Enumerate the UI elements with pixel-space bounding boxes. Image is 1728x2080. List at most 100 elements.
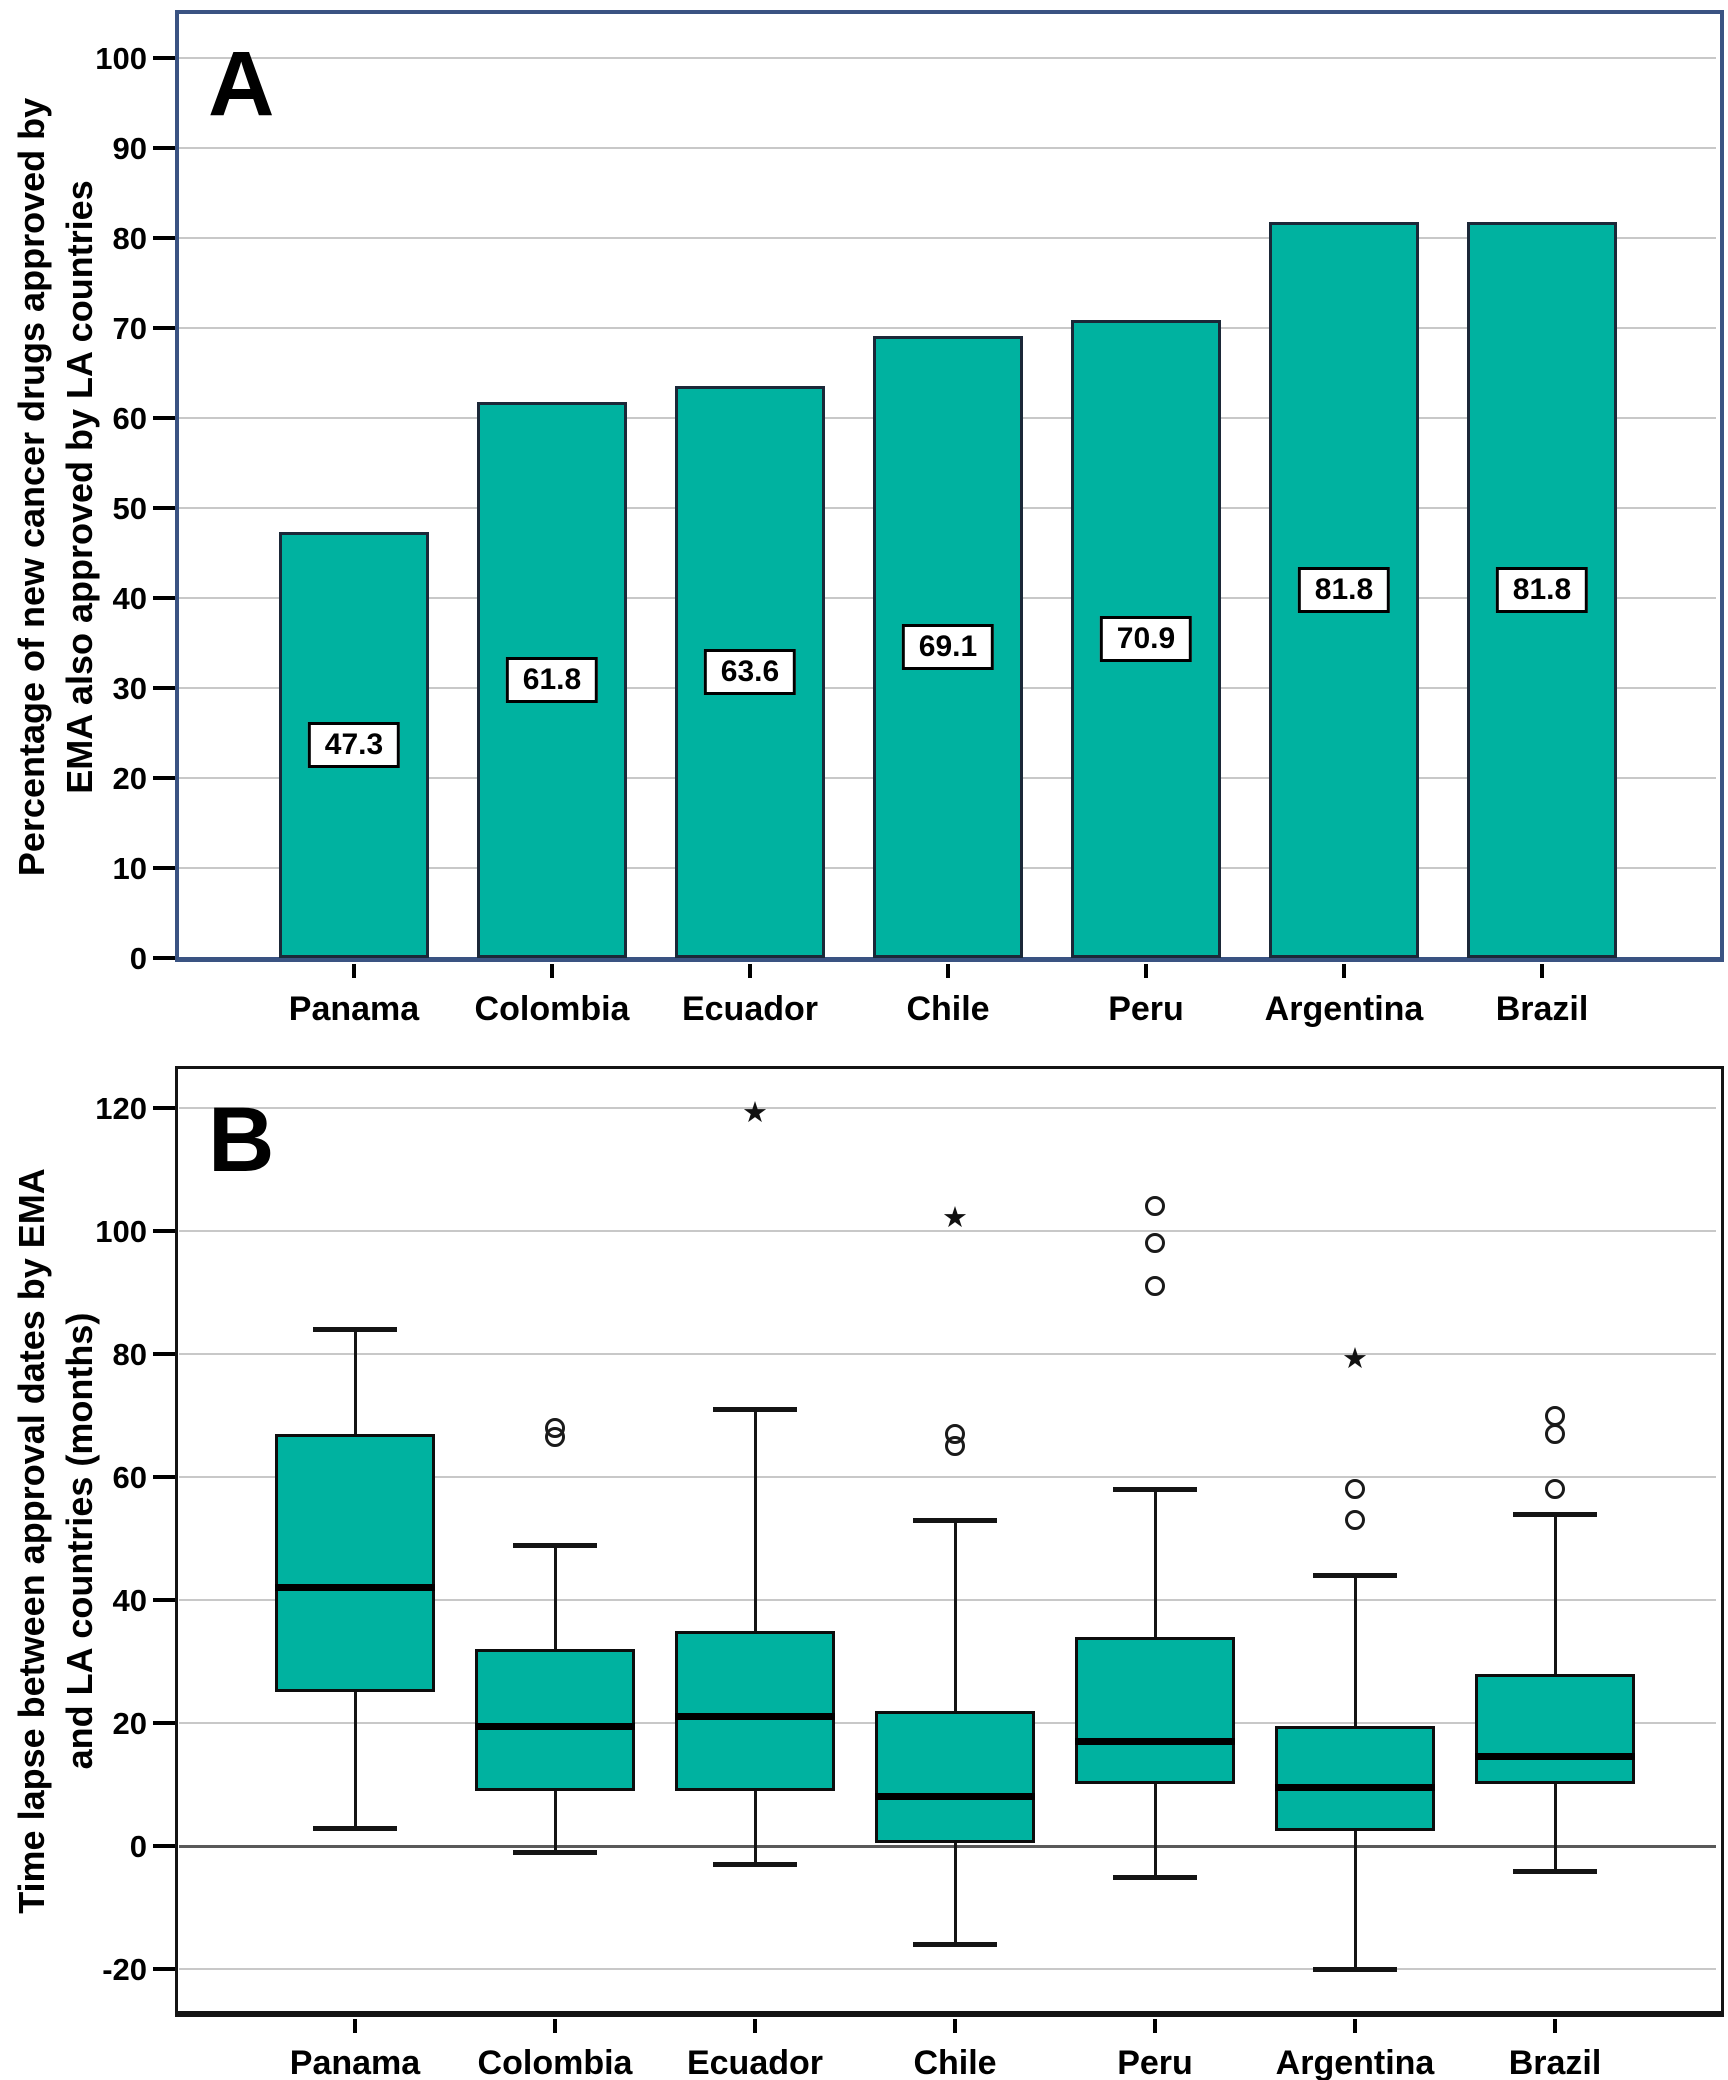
box	[675, 1630, 835, 1791]
box	[1075, 1636, 1235, 1785]
bar-value-label: 81.8	[1297, 566, 1391, 613]
y-axis-tick-label: 80	[112, 221, 147, 256]
x-category-label: Chile	[913, 2044, 997, 2080]
outlier-star-icon: ★	[1342, 1341, 1368, 1376]
outlier-circle	[1345, 1510, 1365, 1531]
y-axis-tick	[153, 1106, 175, 1110]
zero-reference-line	[179, 1845, 1716, 1848]
median-line	[475, 1722, 635, 1730]
y-axis-tick-label: 120	[95, 1091, 147, 1126]
whisker-cap-low	[713, 1862, 797, 1868]
x-category-label: Chile	[906, 990, 990, 1028]
median-line	[1475, 1753, 1635, 1761]
box	[875, 1710, 1035, 1843]
x-category-label: Panama	[288, 990, 420, 1028]
whisker-cap-low	[313, 1825, 397, 1831]
whisker-cap-low	[513, 1850, 597, 1856]
y-axis-tick-label: 20	[112, 761, 147, 796]
box	[475, 1649, 635, 1791]
gridline	[179, 1230, 1716, 1232]
y-axis-tick	[153, 866, 175, 870]
y-axis-tick-label: 10	[112, 851, 147, 886]
bar-value-label: 69.1	[901, 624, 995, 671]
panel-a-y-axis-title-line2: EMA also approved by LA countries	[59, 180, 100, 794]
y-axis-tick-label: 60	[112, 401, 147, 436]
x-category-label: Argentina	[1275, 2044, 1435, 2080]
bar-value-label: 61.8	[505, 656, 599, 703]
x-axis-tick	[946, 964, 950, 978]
whisker-cap-high	[1113, 1487, 1197, 1493]
whisker-cap-high	[313, 1327, 397, 1333]
gridline	[179, 1476, 1716, 1478]
outlier-circle	[1145, 1196, 1165, 1217]
outlier-circle	[545, 1417, 565, 1438]
x-category-label: Peru	[1108, 990, 1184, 1028]
x-category-label: Colombia	[477, 2044, 633, 2080]
y-axis-tick	[153, 506, 175, 510]
y-axis-tick	[153, 1844, 175, 1848]
panel-b-y-axis-title-line2: and LA countries (months)	[59, 1312, 100, 1770]
median-line	[1075, 1737, 1235, 1745]
x-category-label: Argentina	[1264, 990, 1424, 1028]
gridline	[179, 57, 1716, 59]
y-axis-tick-label: 70	[112, 311, 147, 346]
x-axis-tick	[1342, 964, 1346, 978]
whisker-cap-high	[713, 1407, 797, 1413]
y-axis-tick-label: 100	[95, 41, 147, 76]
gridline	[179, 1353, 1716, 1355]
whisker-cap-low	[913, 1942, 997, 1948]
median-line	[1275, 1784, 1435, 1792]
x-axis-tick	[1353, 2019, 1357, 2033]
y-axis-tick	[153, 686, 175, 690]
gridline	[179, 1599, 1716, 1601]
panel-b-y-axis-title-line1: Time lapse between approval dates by EMA	[11, 1168, 52, 1914]
y-axis-tick-label: 90	[112, 131, 147, 166]
outlier-circle	[1545, 1423, 1565, 1444]
y-axis-tick-label: 60	[112, 1460, 147, 1495]
bar-value-label: 47.3	[307, 722, 401, 769]
y-axis-tick	[153, 776, 175, 780]
x-axis-tick	[753, 2019, 757, 2033]
x-category-label: Colombia	[474, 990, 630, 1028]
box	[1275, 1726, 1435, 1831]
gridline	[179, 147, 1716, 149]
bar-value-label: 63.6	[703, 648, 797, 695]
whisker-cap-high	[1513, 1511, 1597, 1517]
outlier-circle	[1545, 1479, 1565, 1500]
y-axis-tick-label: 100	[95, 1214, 147, 1249]
gridline	[179, 237, 1716, 239]
bar-value-label: 81.8	[1495, 566, 1589, 613]
x-category-label: Peru	[1117, 2044, 1193, 2080]
gridline	[179, 1968, 1716, 1970]
y-axis-tick	[153, 236, 175, 240]
median-line	[875, 1793, 1035, 1801]
panel-a-y-axis-title-line1: Percentage of new cancer drugs approved …	[11, 97, 52, 877]
y-axis-tick-label: 80	[112, 1337, 147, 1372]
whisker-cap-high	[913, 1518, 997, 1524]
outlier-circle	[1145, 1276, 1165, 1297]
y-axis-tick	[153, 1721, 175, 1725]
y-axis-tick-label: 40	[112, 1583, 147, 1618]
outlier-circle	[1345, 1479, 1365, 1500]
whisker-cap-low	[1113, 1874, 1197, 1880]
x-axis-tick	[1553, 2019, 1557, 2033]
y-axis-tick	[153, 1475, 175, 1479]
x-axis-tick	[553, 2019, 557, 2033]
y-axis-tick	[153, 146, 175, 150]
y-axis-tick	[153, 326, 175, 330]
x-category-label: Brazil	[1508, 2044, 1602, 2080]
y-axis-tick-label: 40	[112, 581, 147, 616]
gridline	[179, 327, 1716, 329]
outlier-circle	[1145, 1233, 1165, 1254]
y-axis-tick	[153, 1967, 175, 1971]
x-axis-tick	[1540, 964, 1544, 978]
x-axis-tick	[353, 2019, 357, 2033]
whisker-cap-high	[513, 1542, 597, 1548]
x-axis-tick	[352, 964, 356, 978]
outlier-circle	[1545, 1405, 1565, 1426]
panel-b-letter: B	[208, 1089, 276, 1191]
y-axis-tick-label: 0	[129, 1829, 147, 1864]
y-axis-tick	[153, 1352, 175, 1356]
x-axis-tick	[1144, 964, 1148, 978]
